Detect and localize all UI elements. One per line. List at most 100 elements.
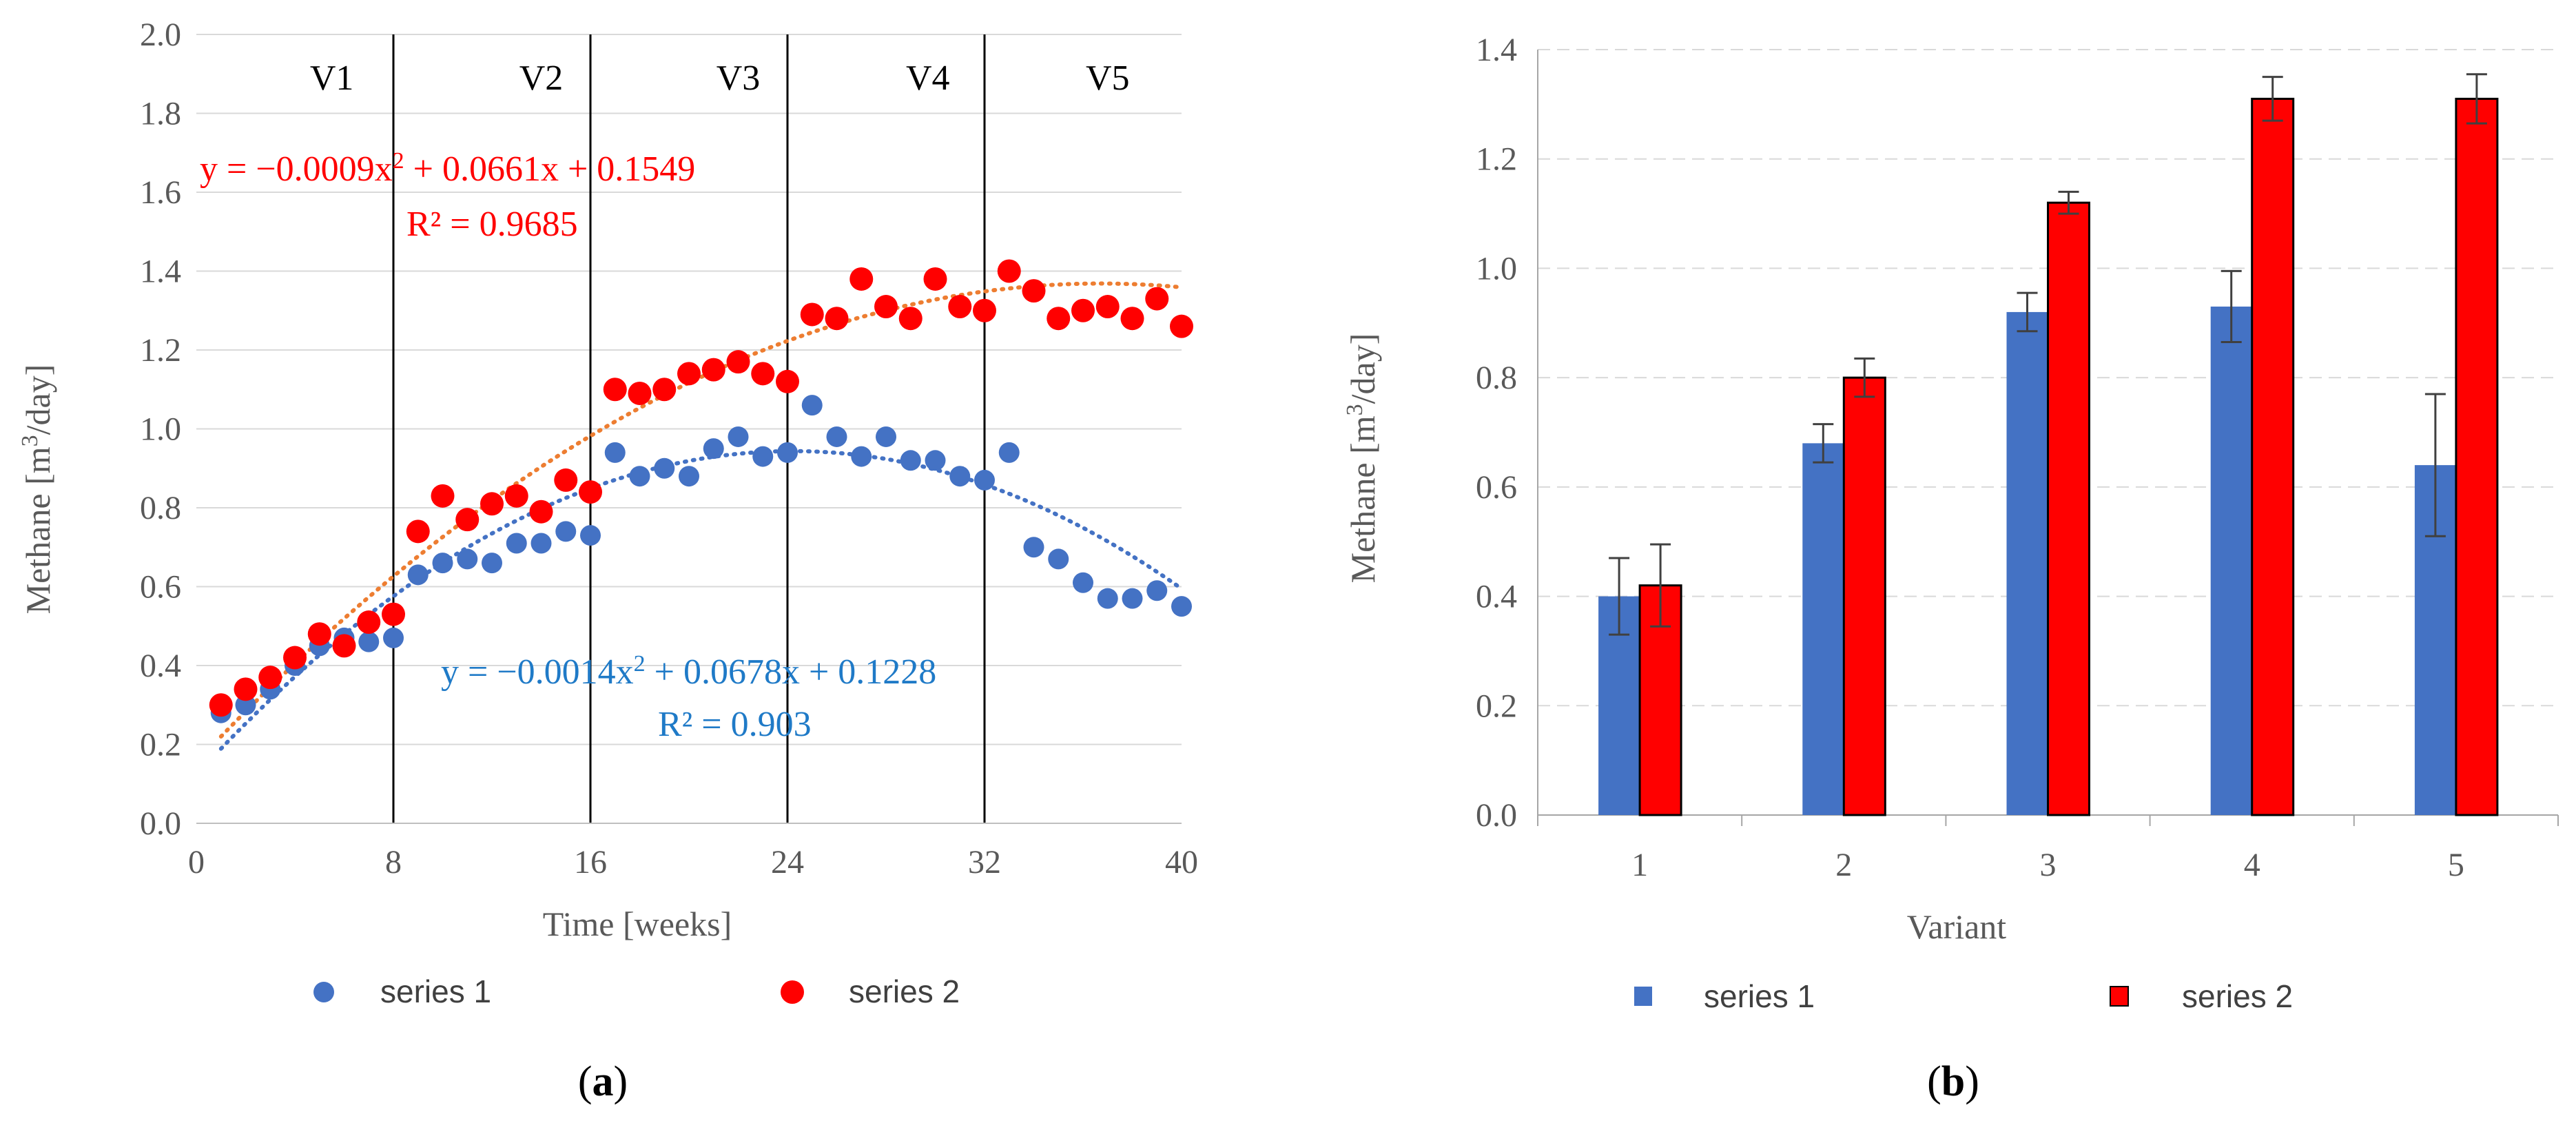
a-r2-series2: R² = 0.9685 bbox=[406, 205, 578, 244]
b-x-tick-label: 4 bbox=[2244, 847, 2260, 883]
chart-a: 0.0 0.2 0.4 0.6 0.8 1.0 1.2 1.4 1.6 1.8 2.0 0 8 16 24… bbox=[17, 17, 1199, 1105]
a-phase-labels: V1 V2 V3 V4 V5 bbox=[310, 59, 1130, 98]
a-point-series1 bbox=[801, 395, 823, 416]
a-legend-marker-series1 bbox=[313, 982, 334, 1002]
b-legend-label-series1: series 1 bbox=[1704, 978, 1815, 1014]
a-point-series2 bbox=[1170, 314, 1193, 338]
a-point-series2 bbox=[603, 378, 627, 402]
a-point-series2 bbox=[825, 307, 849, 331]
b-bar-series1 bbox=[2210, 306, 2252, 815]
a-point-series1 bbox=[777, 442, 798, 463]
b-y-tick-label: 0.4 bbox=[1476, 579, 1517, 615]
a-point-series2 bbox=[1095, 295, 1120, 319]
a-panel-label: (a) bbox=[578, 1058, 628, 1105]
a-point-series1 bbox=[1073, 572, 1093, 593]
a-point-series2 bbox=[751, 362, 775, 386]
b-y-tick-label: 1.2 bbox=[1476, 141, 1517, 178]
a-point-series1 bbox=[432, 553, 453, 574]
b-x-tick-label: 3 bbox=[2040, 847, 2057, 883]
a-legend: series 1 series 2 bbox=[313, 973, 960, 1009]
b-x-tick-label: 2 bbox=[1835, 847, 1852, 883]
b-legend-marker-series1 bbox=[1634, 987, 1652, 1006]
a-point-series2 bbox=[948, 295, 972, 319]
a-gridlines bbox=[196, 34, 1182, 745]
a-x-tick-label: 40 bbox=[1165, 844, 1198, 880]
b-bar-series2 bbox=[2047, 201, 2090, 816]
a-point-series2 bbox=[307, 622, 331, 646]
b-panel-label: (b) bbox=[1927, 1058, 1979, 1105]
a-equation-series1: y = −0.0014x2 + 0.0678x + 0.1228 bbox=[441, 651, 936, 692]
a-x-tick-label: 8 bbox=[385, 844, 402, 880]
a-point-series2 bbox=[874, 295, 898, 319]
a-point-series1 bbox=[826, 426, 847, 447]
a-point-series2 bbox=[554, 468, 578, 492]
a-r2-series1: R² = 0.903 bbox=[658, 705, 812, 744]
a-point-series2 bbox=[677, 362, 701, 386]
a-point-series1 bbox=[1171, 596, 1192, 617]
b-error-bars bbox=[1609, 73, 2487, 636]
a-point-series1 bbox=[407, 564, 429, 586]
a-y-tick-labels: 0.0 0.2 0.4 0.6 0.8 1.0 1.2 1.4 1.6 1.8 2.0 bbox=[140, 17, 181, 842]
b-bar-series2 bbox=[1842, 376, 1886, 816]
b-legend-label-series2: series 2 bbox=[2182, 978, 2293, 1014]
b-x-axis-label: Variant bbox=[1907, 907, 2006, 946]
a-point-series2 bbox=[480, 492, 504, 516]
a-point-series1 bbox=[1122, 588, 1143, 609]
a-phase-label: V4 bbox=[906, 59, 950, 98]
b-y-axis-label: Methane [m3/day] bbox=[1342, 333, 1383, 584]
a-point-series2 bbox=[209, 693, 233, 717]
a-point-series1 bbox=[998, 442, 1020, 463]
a-x-tick-labels: 0 8 16 24 32 40 bbox=[188, 844, 1198, 880]
a-trendline-series1 bbox=[218, 449, 1184, 751]
b-bar-series1 bbox=[1802, 443, 1844, 815]
a-point-series1 bbox=[900, 450, 921, 471]
a-legend-marker-series2 bbox=[781, 980, 804, 1004]
b-y-tick-label: 0.2 bbox=[1476, 688, 1517, 724]
a-phase-dividers bbox=[392, 34, 986, 823]
a-point-series1 bbox=[580, 525, 601, 546]
a-point-series2 bbox=[579, 480, 602, 504]
a-point-series1 bbox=[949, 466, 971, 487]
a-point-series2 bbox=[898, 307, 923, 331]
b-y-tick-label: 0.0 bbox=[1476, 797, 1517, 834]
a-phase-label: V1 bbox=[310, 59, 354, 98]
b-y-tick-label: 1.4 bbox=[1476, 32, 1517, 68]
a-point-series2 bbox=[357, 610, 381, 635]
a-y-axis-label: Methane [m3/day] bbox=[17, 364, 58, 615]
a-y-tick-label: 1.6 bbox=[140, 174, 181, 211]
a-point-series2 bbox=[332, 634, 356, 658]
b-y-tick-label: 0.8 bbox=[1476, 360, 1517, 396]
a-point-series2 bbox=[406, 519, 430, 544]
a-y-tick-label: 1.4 bbox=[140, 254, 181, 290]
a-point-series2 bbox=[1071, 298, 1095, 322]
a-point-series1 bbox=[530, 533, 552, 554]
a-point-series1 bbox=[555, 521, 577, 542]
b-bar-series1 bbox=[2006, 311, 2048, 815]
b-x-tick-label: 1 bbox=[1631, 847, 1648, 883]
a-point-series2 bbox=[1047, 307, 1071, 331]
a-point-series2 bbox=[529, 499, 553, 524]
a-point-series2 bbox=[258, 666, 282, 690]
a-y-tick-label: 2.0 bbox=[140, 17, 181, 53]
a-point-series1 bbox=[925, 450, 946, 471]
a-point-series2 bbox=[234, 677, 258, 701]
a-point-series2 bbox=[504, 484, 528, 508]
a-point-series2 bbox=[997, 259, 1021, 283]
a-point-series2 bbox=[382, 602, 405, 626]
b-bar-series2 bbox=[2251, 97, 2295, 816]
a-point-series1 bbox=[235, 694, 256, 716]
a-point-series1 bbox=[482, 553, 502, 574]
b-legend: series 1 series 2 bbox=[1634, 978, 2293, 1014]
a-phase-label: V3 bbox=[717, 59, 761, 98]
a-y-tick-label: 0.4 bbox=[140, 648, 181, 684]
a-point-series1 bbox=[851, 446, 872, 467]
a-point-series1 bbox=[457, 548, 478, 570]
a-point-series2 bbox=[800, 302, 824, 327]
a-x-tick-label: 32 bbox=[968, 844, 1001, 880]
a-point-series1 bbox=[358, 631, 380, 652]
a-point-series2 bbox=[726, 350, 750, 374]
a-y-tick-label: 0.6 bbox=[140, 569, 181, 606]
a-data-points bbox=[209, 259, 1193, 723]
a-point-series2 bbox=[283, 646, 307, 670]
